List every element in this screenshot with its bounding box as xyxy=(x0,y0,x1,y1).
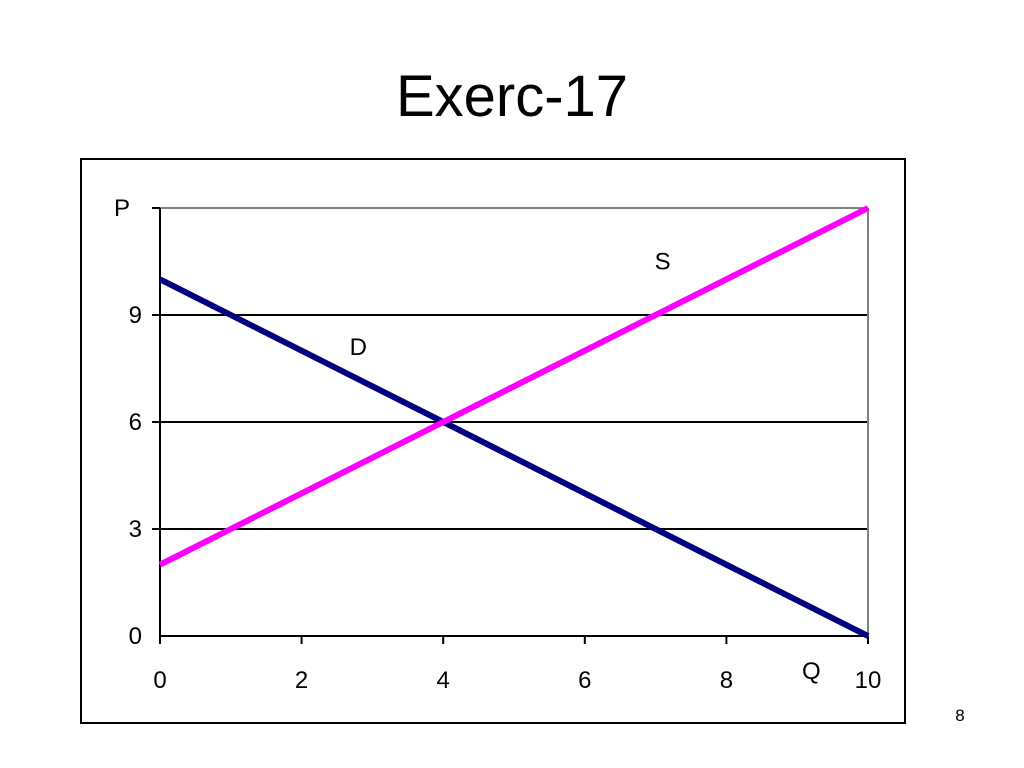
x-tick-label-10: 10 xyxy=(855,667,882,694)
series-lines xyxy=(158,205,870,639)
x-tick-label-6: 6 xyxy=(578,667,591,694)
series-line-d xyxy=(158,276,870,639)
slide-title: Exerc-17 xyxy=(395,64,629,129)
y-tick-label-9: 9 xyxy=(129,302,142,329)
y-tick-label-0: 0 xyxy=(129,623,142,650)
slide-number: 8 xyxy=(955,706,965,725)
chart-frame xyxy=(80,158,906,724)
y-axis-label: P xyxy=(114,195,130,222)
x-tick-label-4: 4 xyxy=(437,667,450,694)
x-tick-label-8: 8 xyxy=(720,667,733,694)
x-tick-label-2: 2 xyxy=(295,667,308,694)
chart-labels: 0 3 6 9 0 2 4 6 8 10 P Q D S xyxy=(114,195,881,694)
y-tick-label-3: 3 xyxy=(129,516,142,543)
series-label-s: S xyxy=(655,249,671,276)
gridlines xyxy=(160,207,869,636)
x-tick-label-0: 0 xyxy=(153,667,166,694)
y-tick-label-6: 6 xyxy=(129,409,142,436)
series-line-s xyxy=(158,205,870,568)
series-label-d: D xyxy=(350,334,367,361)
x-axis-label: Q xyxy=(802,658,821,685)
